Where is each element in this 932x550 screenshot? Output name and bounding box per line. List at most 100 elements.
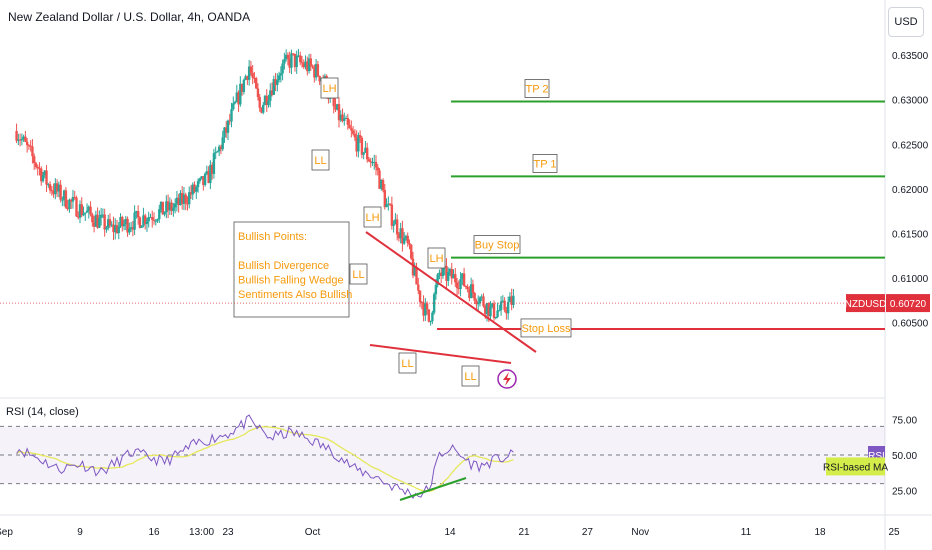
candle-body <box>281 63 284 74</box>
candle-body <box>299 55 302 63</box>
candle-body <box>343 118 346 121</box>
candle-body <box>94 214 98 227</box>
candle-body <box>15 130 18 141</box>
price-tick-label: 0.62000 <box>892 185 929 196</box>
divergence-line <box>399 477 467 501</box>
candle-body <box>422 302 425 316</box>
candle-body <box>82 213 85 216</box>
candle-body <box>383 190 387 208</box>
time-tick-label: 14 <box>444 527 456 538</box>
candle-body <box>302 63 305 68</box>
candle-body <box>105 227 108 230</box>
candle-body <box>209 164 212 184</box>
candle-body <box>512 295 515 305</box>
candle-body <box>66 207 69 210</box>
drawings: TP 2 TP 1 Buy Stop Stop Loss LH LL LH LL LH LL LL B… <box>233 77 885 389</box>
candle-body <box>469 284 473 299</box>
candle-body <box>436 274 439 286</box>
candle-body <box>307 58 311 72</box>
rsi-title: RSI (14, close) <box>6 406 79 418</box>
candle-body <box>332 96 335 107</box>
candle-body <box>237 92 240 105</box>
time-tick-label: 18 <box>814 527 826 538</box>
candle-body <box>311 65 314 68</box>
candle-body <box>348 124 351 129</box>
candle-body <box>270 90 274 95</box>
candle-body <box>212 153 216 174</box>
candle-body <box>351 130 355 134</box>
candle-body <box>73 196 76 198</box>
time-tick-label: 23 <box>222 527 234 538</box>
candle-body <box>404 235 408 238</box>
candle-body <box>195 187 198 192</box>
candle-body <box>427 309 431 322</box>
candle-body <box>274 79 277 85</box>
candle-body <box>186 203 189 205</box>
candle-body <box>114 225 117 233</box>
candle-body <box>136 211 140 218</box>
candle-body <box>432 294 436 313</box>
candle-body <box>362 152 365 155</box>
candle-body <box>300 62 304 64</box>
candle-body <box>358 134 362 138</box>
candle-body <box>293 53 297 68</box>
candle-body <box>43 170 46 176</box>
candle-body <box>369 161 372 163</box>
candle-body <box>473 292 476 301</box>
rsi-tick-label: 25.00 <box>892 487 917 498</box>
candle-body <box>84 212 87 214</box>
candle-body <box>64 190 68 208</box>
candle-body <box>455 282 459 289</box>
candle-body <box>254 78 258 89</box>
candle-body <box>487 303 490 317</box>
candle-body <box>337 104 341 121</box>
candle-body <box>434 285 438 295</box>
candle-body <box>344 118 348 120</box>
notes-line: Bullish Divergence <box>238 260 329 272</box>
candle-body <box>367 159 371 162</box>
candle-body <box>457 288 461 290</box>
candle-body <box>17 139 20 141</box>
candle-body <box>314 64 318 78</box>
candle-body <box>25 141 29 146</box>
candle-body <box>217 146 221 152</box>
candle-body <box>478 297 482 304</box>
candle-body <box>269 90 272 101</box>
candle-body <box>390 204 394 226</box>
candle-body <box>149 217 152 219</box>
candle-body <box>357 134 360 152</box>
candle-body <box>251 72 254 78</box>
axes: 0.63500 0.63000 0.62500 0.62000 0.61500 0.610… <box>0 51 930 538</box>
level-label-box <box>520 318 572 338</box>
candle-body <box>445 265 448 281</box>
symbol-badge <box>846 294 885 313</box>
candle-body <box>189 192 193 195</box>
candle-body <box>485 303 489 314</box>
price-tick-label: 0.62500 <box>892 140 929 151</box>
wedge-upper-line <box>365 231 537 353</box>
candle-body <box>397 234 401 239</box>
currency-button[interactable]: USD <box>888 7 924 37</box>
candle-body <box>365 147 369 160</box>
pattern-label-box <box>427 247 446 269</box>
candle-body <box>163 212 166 215</box>
level-label: Buy Stop <box>475 240 520 252</box>
price-badge-text: 0.60720 <box>890 299 927 310</box>
candle-body <box>219 146 223 150</box>
candle-body <box>309 58 313 66</box>
candle-body <box>288 58 291 68</box>
candle-body <box>399 228 402 239</box>
candle-body <box>170 202 173 211</box>
candle-body <box>98 217 101 228</box>
candle-body <box>29 145 32 147</box>
candle-body <box>142 215 145 226</box>
candle-body <box>279 73 283 76</box>
level-label: Stop Loss <box>522 323 571 335</box>
candle-body <box>395 219 399 235</box>
candle-body <box>223 127 226 138</box>
candle-body <box>32 156 36 164</box>
candle-body <box>221 137 224 150</box>
candle-body <box>18 139 22 141</box>
notes-line: Bullish Falling Wedge <box>238 275 344 287</box>
